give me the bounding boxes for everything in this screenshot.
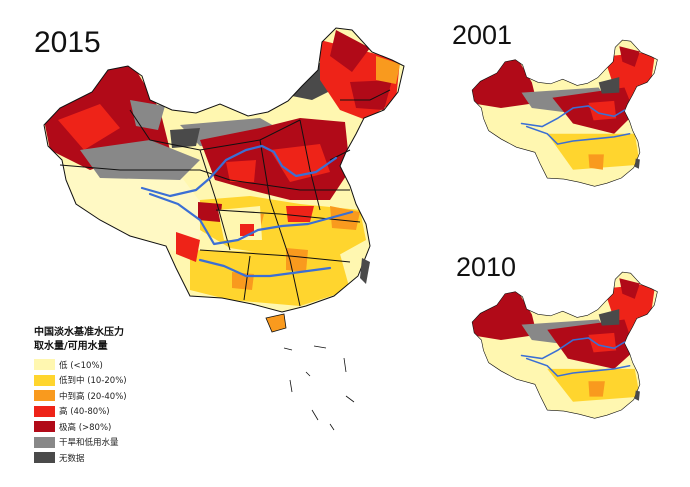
map-2010 — [471, 271, 658, 419]
yangtze-river — [148, 192, 354, 246]
legend-swatch — [34, 452, 55, 464]
legend-swatch — [34, 359, 55, 371]
legend-item: 低 (<10%) — [34, 357, 234, 373]
hainan-shape — [265, 313, 287, 333]
legend-label: 无数据 — [59, 453, 85, 464]
legend-subtitle: 取水量/可用水量 — [34, 341, 108, 352]
map-year-2001: 2001 — [452, 20, 513, 50]
legend-label: 高 (40-80%) — [59, 407, 110, 418]
legend-item: 低到中 (10-20%) — [34, 373, 234, 389]
map-2001 — [471, 39, 658, 187]
legend-item: 中到高 (20-40%) — [34, 388, 234, 404]
legend-label: 中到高 (20-40%) — [59, 391, 127, 402]
legend-label: 极高 (>80%) — [59, 422, 112, 433]
legend-label: 低到中 (10-20%) — [59, 376, 127, 387]
legend-swatch — [34, 390, 55, 402]
province-boundaries-2015 — [43, 27, 405, 313]
yellow-river — [140, 144, 338, 198]
legend-item: 高 (40-80%) — [34, 404, 234, 420]
legend-items: 低 (<10%) 低到中 (10-20%) 中到高 (20-40%) 高 (40-80… — [34, 357, 234, 466]
legend-swatch — [34, 405, 55, 417]
rivers-2015 — [140, 144, 354, 278]
rivers-2010 — [520, 337, 631, 377]
map-year-2010: 2010 — [456, 252, 517, 282]
legend-item: 极高 (>80%) — [34, 419, 234, 435]
legend-label: 干旱和低用水量 — [59, 438, 119, 449]
legend-item: 无数据 — [34, 450, 234, 466]
legend-item: 干旱和低用水量 — [34, 435, 234, 451]
legend-swatch — [34, 421, 55, 433]
south-china-sea-islands — [283, 345, 355, 431]
legend-swatch — [34, 436, 55, 448]
legend-swatch — [34, 374, 55, 386]
legend-title: 中国淡水基准水压力 — [34, 327, 124, 338]
map-legend: 中国淡水基准水压力 取水量/可用水量 低 (<10%) 低到中 (10-20%) 中… — [34, 326, 234, 466]
legend-label: 低 (<10%) — [59, 360, 103, 371]
map-year-2015: 2015 — [34, 26, 101, 59]
rivers-2001 — [520, 105, 631, 145]
taiwan-shape — [360, 258, 370, 284]
